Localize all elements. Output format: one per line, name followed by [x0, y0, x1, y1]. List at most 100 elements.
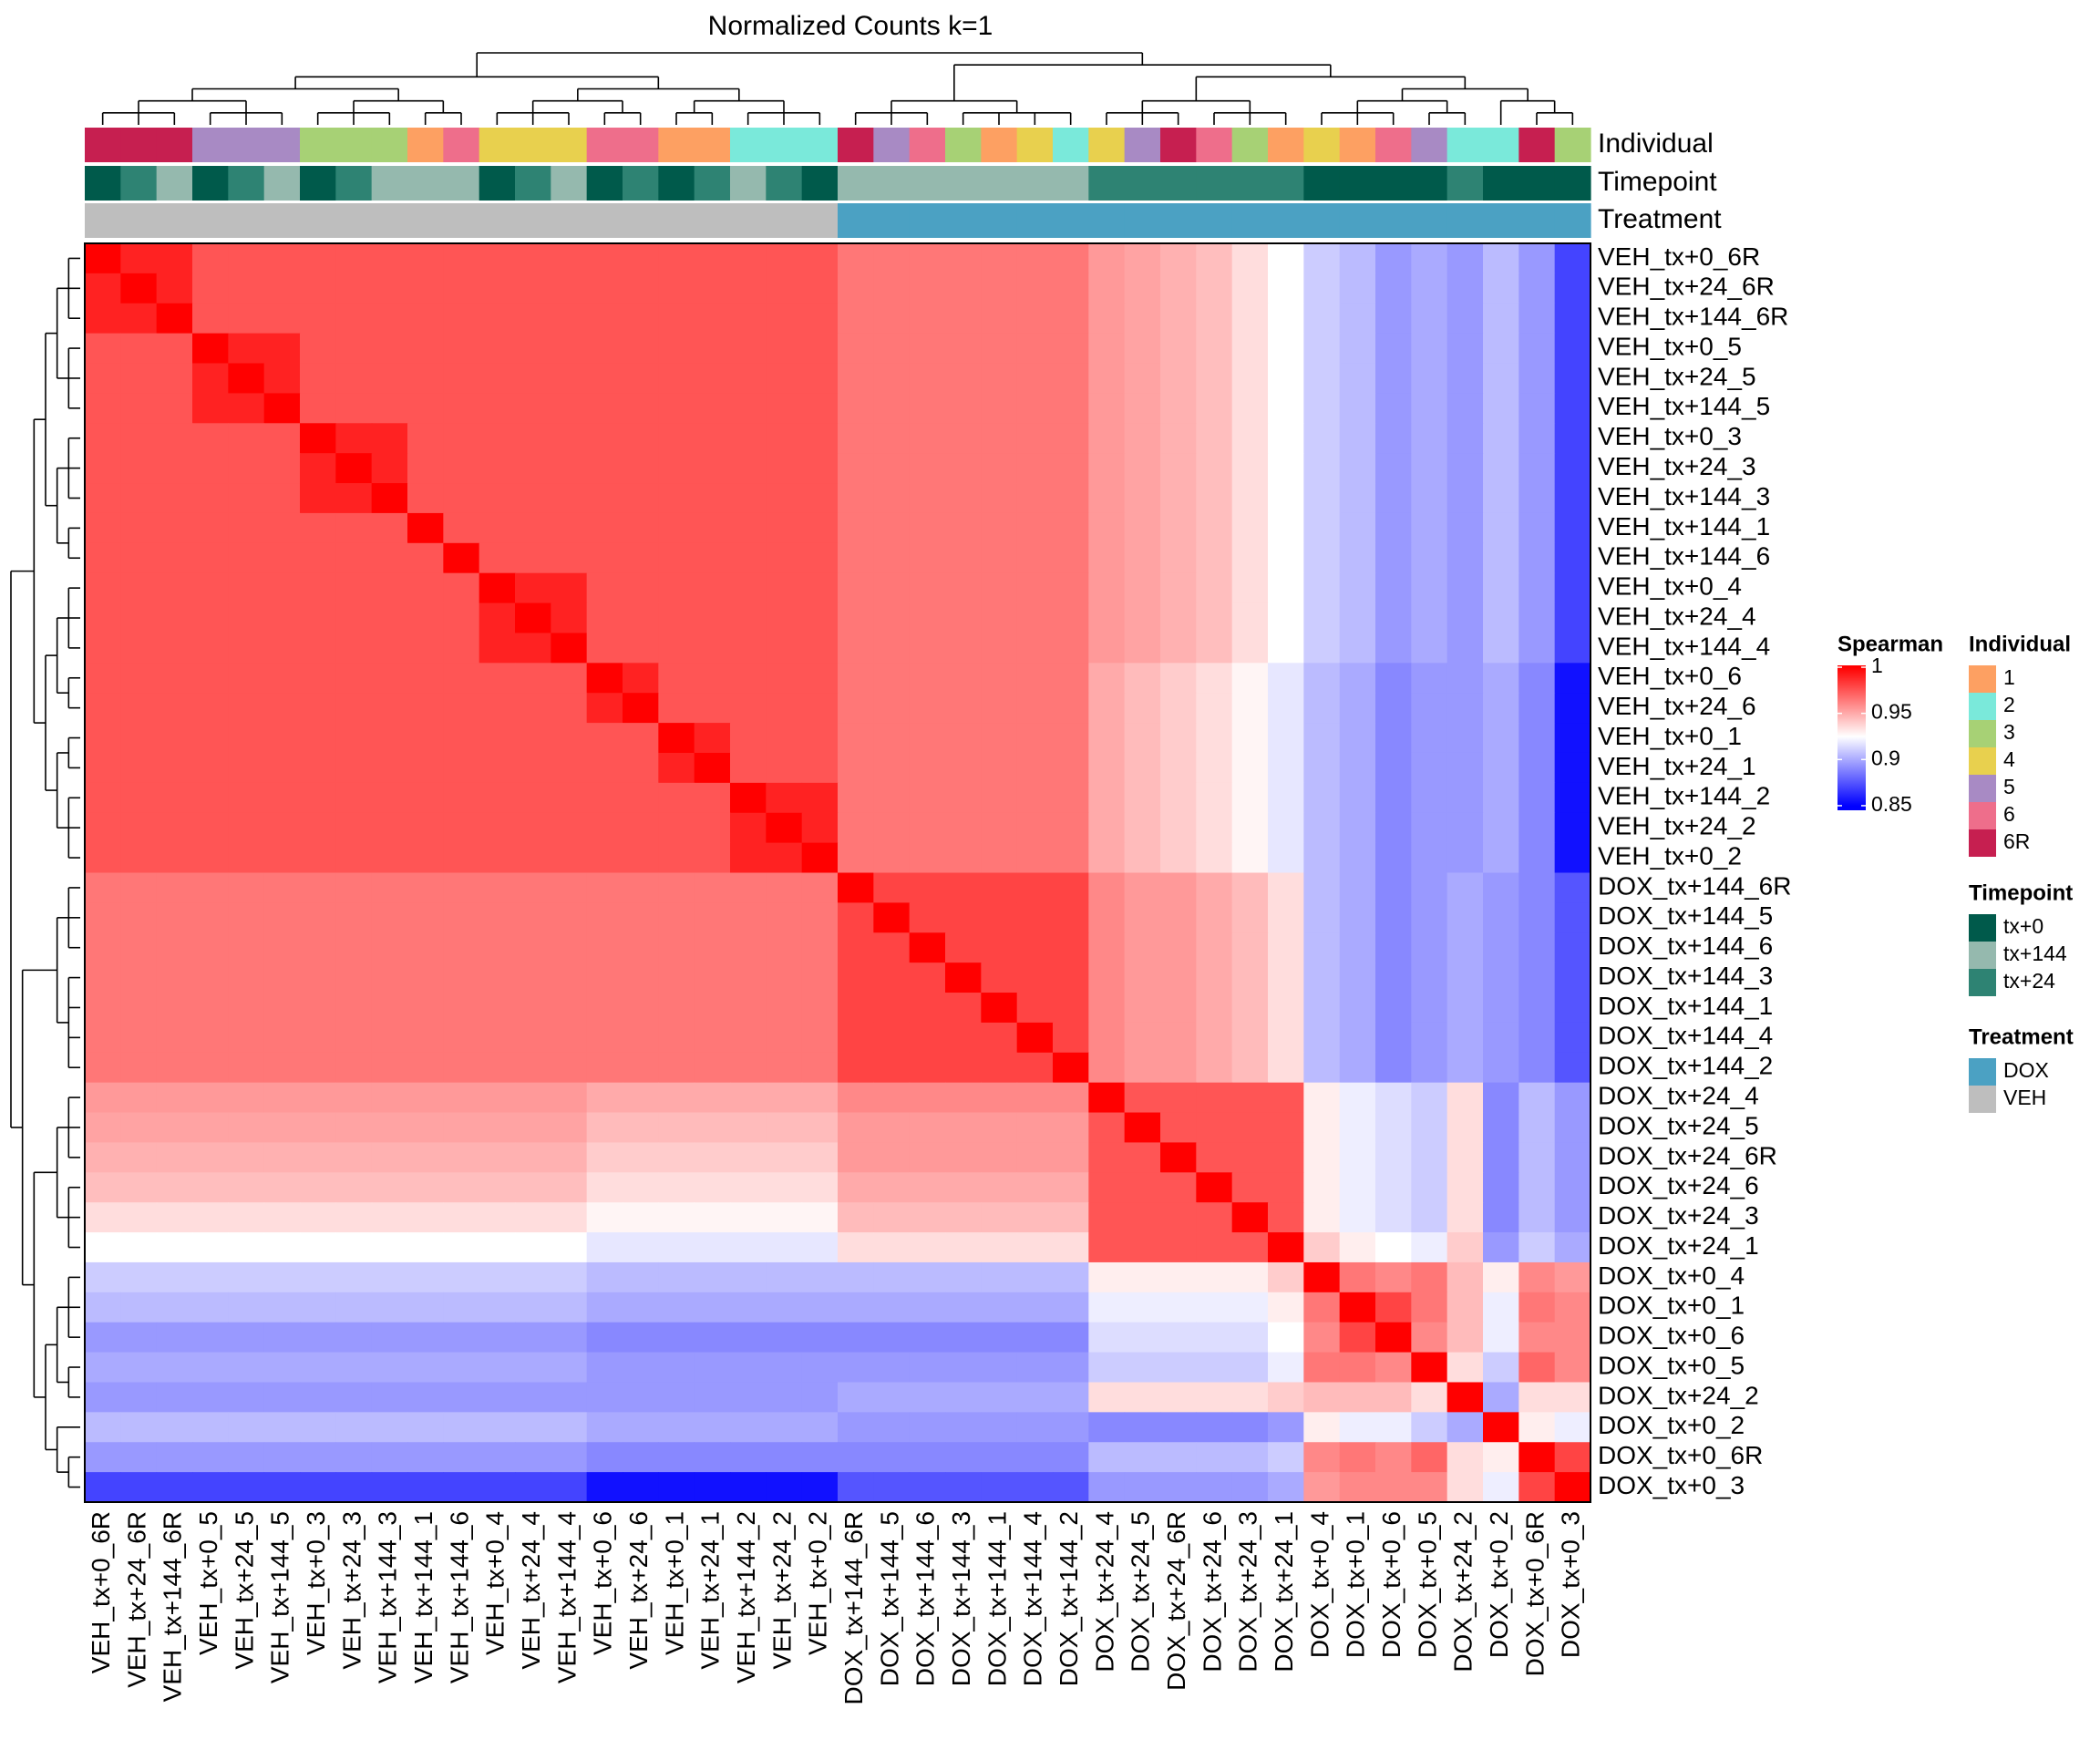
legend-title: Treatment: [1969, 1024, 2074, 1049]
heatmap-cell: [623, 453, 659, 484]
heatmap-cell: [551, 1082, 588, 1114]
heatmap-cell: [335, 812, 373, 844]
heatmap-cell: [479, 1382, 516, 1413]
heatmap-cell: [1483, 752, 1519, 784]
column-label: DOX_tx+24_1: [1270, 1511, 1298, 1673]
heatmap-cell: [479, 1261, 516, 1293]
annotation-cell: [873, 128, 911, 162]
heatmap-cell: [1268, 1142, 1304, 1173]
heatmap-cell: [228, 572, 265, 604]
heatmap-cell: [407, 1322, 444, 1354]
heatmap-cell: [1303, 842, 1341, 874]
heatmap-cell: [407, 842, 444, 874]
heatmap-cell: [766, 902, 803, 933]
heatmap-cell: [586, 962, 623, 993]
heatmap-cell: [730, 1142, 767, 1173]
heatmap-cell: [801, 633, 839, 664]
heatmap-cell: [909, 1202, 946, 1233]
heatmap-cell: [766, 872, 803, 903]
heatmap-cell: [1411, 1292, 1448, 1323]
row-label: VEH_tx+24_2: [1598, 812, 1756, 840]
heatmap-cell: [1196, 902, 1233, 933]
heatmap-cell: [730, 962, 767, 993]
heatmap-cell: [1446, 872, 1484, 903]
heatmap-cell: [1196, 1232, 1233, 1263]
heatmap-cell: [1016, 1442, 1054, 1473]
heatmap-cell: [1375, 902, 1412, 933]
heatmap-cell: [694, 1232, 731, 1263]
heatmap-cell: [1554, 723, 1591, 754]
heatmap-cell: [1231, 842, 1269, 874]
heatmap-cell: [1554, 1412, 1591, 1443]
heatmap-cell: [1518, 723, 1556, 754]
heatmap-cell: [1196, 633, 1233, 664]
heatmap-cell: [551, 1472, 588, 1503]
heatmap-cell: [85, 693, 121, 724]
heatmap-cell: [801, 1292, 839, 1323]
heatmap-cell: [1016, 812, 1054, 844]
annotation-cell: [1160, 128, 1197, 162]
heatmap-cell: [1088, 752, 1126, 784]
heatmap-cell: [1268, 962, 1304, 993]
heatmap-cell: [1554, 962, 1591, 993]
heatmap-cell: [981, 872, 1018, 903]
heatmap-cell: [1160, 693, 1197, 724]
annotation-cell: [1483, 128, 1519, 162]
heatmap-cell: [909, 602, 946, 634]
heatmap-cell: [658, 1202, 695, 1233]
heatmap-cell: [658, 1232, 695, 1263]
heatmap-cell: [551, 1172, 588, 1203]
heatmap-cell: [694, 1472, 731, 1503]
heatmap-cell: [228, 423, 265, 454]
heatmap-cell: [228, 752, 265, 784]
heatmap-cell: [300, 723, 336, 754]
heatmap-cell: [766, 1292, 803, 1323]
heatmap-cell: [658, 1052, 695, 1084]
heatmap-cell: [551, 1382, 588, 1413]
heatmap-cell: [335, 842, 373, 874]
heatmap-cell: [730, 273, 767, 304]
heatmap-cell: [981, 782, 1018, 814]
heatmap-cell: [1196, 363, 1233, 395]
heatmap-cell: [1446, 1112, 1484, 1144]
heatmap-cell: [515, 693, 551, 724]
heatmap-cell: [586, 542, 623, 574]
heatmap-cell: [838, 1412, 874, 1443]
heatmap-cell: [85, 512, 121, 544]
heatmap-cell: [945, 483, 982, 514]
heatmap-cell: [1375, 1472, 1412, 1503]
annotation-cell: [1554, 166, 1591, 201]
heatmap-cell: [228, 1472, 265, 1503]
heatmap-cell: [586, 1112, 623, 1144]
heatmap-cell: [335, 1022, 373, 1054]
heatmap-cell: [371, 1202, 408, 1233]
heatmap-cell: [228, 453, 265, 484]
heatmap-cell: [515, 1472, 551, 1503]
heatmap-cell: [1303, 572, 1341, 604]
row-label: DOX_tx+144_4: [1598, 1022, 1773, 1050]
heatmap-cell: [873, 1352, 911, 1384]
heatmap-cell: [85, 1052, 121, 1084]
heatmap-cell: [443, 872, 480, 903]
heatmap-cell: [766, 243, 803, 274]
annotation-cell: [1160, 166, 1197, 201]
heatmap-cell: [1160, 572, 1197, 604]
heatmap-cell: [192, 633, 229, 664]
heatmap-cell: [586, 1142, 623, 1173]
heatmap-cell: [1518, 752, 1556, 784]
heatmap-cell: [479, 273, 516, 304]
heatmap-cell: [1268, 393, 1304, 424]
heatmap-cell: [156, 842, 193, 874]
heatmap-cell: [1268, 1322, 1304, 1354]
heatmap-cell: [1231, 1052, 1269, 1084]
heatmap-cell: [1303, 1472, 1341, 1503]
heatmap-cell: [766, 453, 803, 484]
heatmap-cell: [873, 483, 911, 514]
heatmap-cell: [1268, 1412, 1304, 1443]
heatmap-cell: [551, 1022, 588, 1054]
legend-swatch: [1969, 969, 1996, 996]
heatmap-cell: [120, 1292, 158, 1323]
heatmap-cell: [1554, 1352, 1591, 1384]
heatmap-cell: [335, 453, 373, 484]
heatmap-cell: [371, 663, 408, 694]
